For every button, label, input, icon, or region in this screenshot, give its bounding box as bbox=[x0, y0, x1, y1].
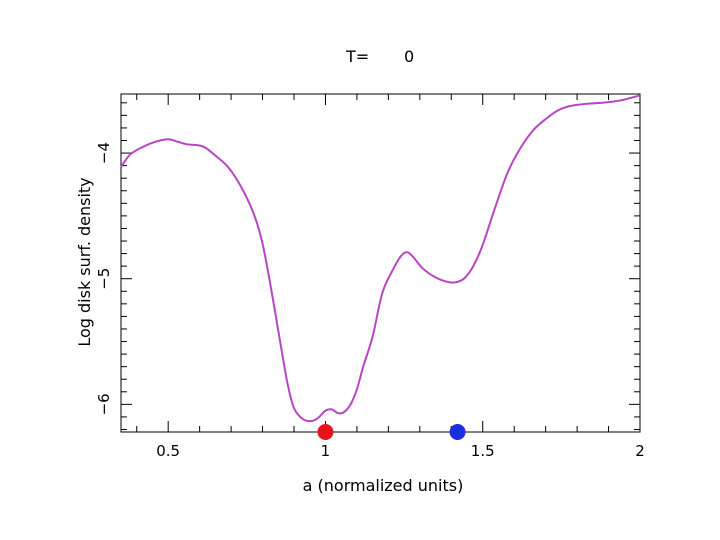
title-prefix: T= bbox=[345, 47, 369, 66]
title: T= 0 bbox=[345, 47, 414, 66]
series-layer bbox=[120, 94, 641, 423]
y-axis: −6 −5 −4 bbox=[95, 102, 640, 430]
x-tick-label: 1 bbox=[321, 442, 331, 460]
x-tick-label: 0.5 bbox=[156, 442, 180, 460]
y-tick-label: −4 bbox=[95, 142, 113, 164]
y-tick-label: −5 bbox=[95, 268, 113, 290]
series-line bbox=[120, 94, 641, 423]
x-tick-label: 2 bbox=[635, 442, 645, 460]
planet-marker bbox=[449, 424, 466, 440]
planet-marker bbox=[317, 424, 334, 440]
x-axis: 0.5 1 1.5 2 bbox=[136, 94, 645, 460]
x-axis-label: a (normalized units) bbox=[303, 476, 464, 495]
y-tick-label: −6 bbox=[95, 393, 113, 415]
marker-layer bbox=[317, 424, 466, 440]
x-tick-label: 1.5 bbox=[471, 442, 495, 460]
y-axis-label: Log disk surf. density bbox=[75, 177, 94, 346]
plot-frame bbox=[120, 93, 641, 433]
title-value: 0 bbox=[404, 47, 414, 66]
